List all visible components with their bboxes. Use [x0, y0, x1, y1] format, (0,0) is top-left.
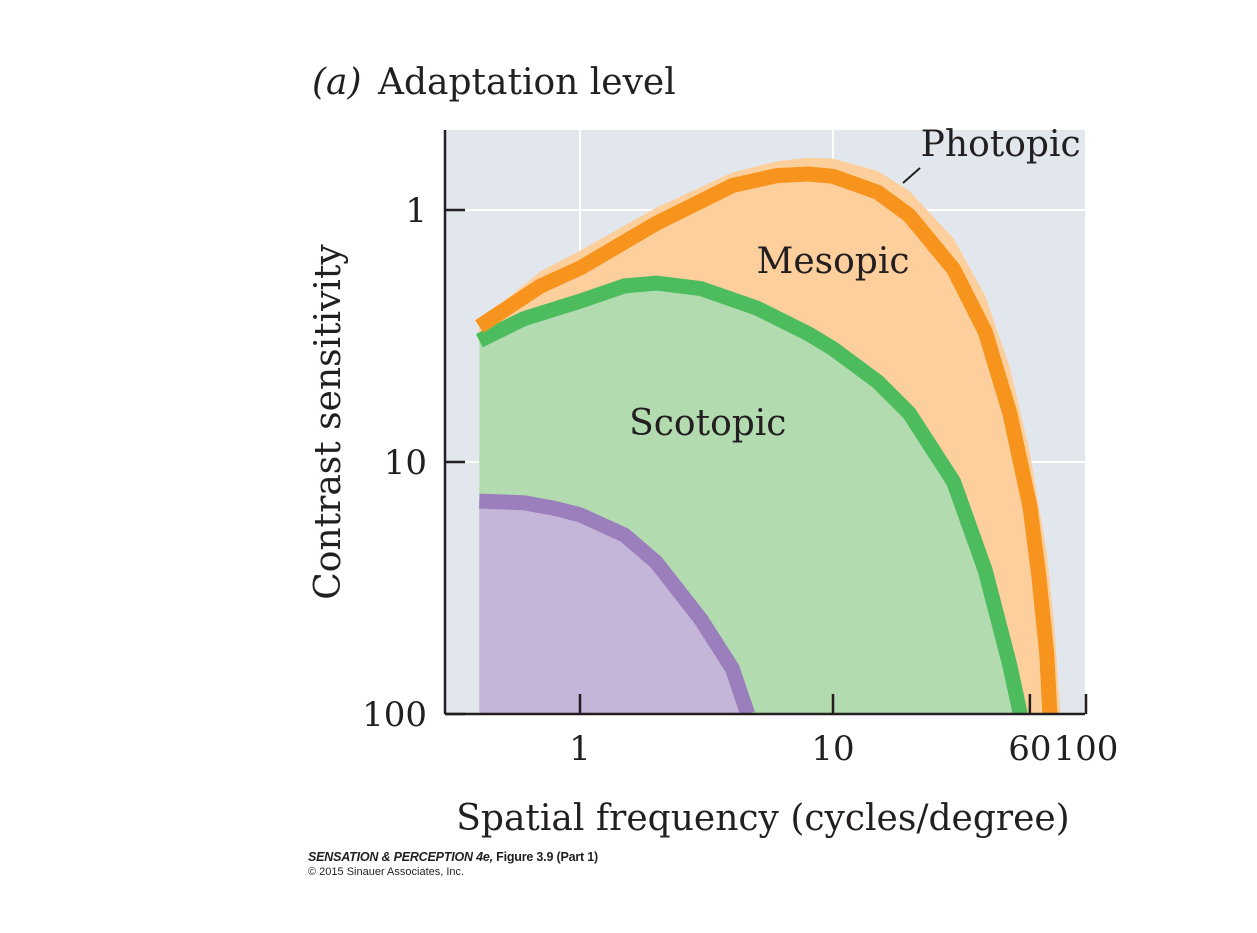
scotopic-curve	[479, 493, 755, 714]
y-tick-label: 1	[405, 191, 427, 231]
panel-label: (a)	[312, 62, 362, 103]
photopic-region	[479, 174, 1050, 714]
caption-copyright: © 2015 Sinauer Associates, Inc.	[308, 866, 465, 878]
y-tick-label: 100	[362, 695, 427, 735]
x-tick-label: 1	[569, 729, 591, 769]
scotopic-region	[479, 501, 748, 714]
y-tick-label: 10	[384, 443, 427, 483]
mesopic-label: Mesopic	[756, 241, 909, 282]
photopic-curve	[475, 166, 1058, 714]
x-tick-label: 10	[811, 729, 854, 769]
scotopic-label: Scotopic	[629, 403, 786, 444]
mesopic-curve	[475, 275, 1028, 714]
x-tick-label: 100	[1054, 729, 1119, 769]
x-tick-label: 60	[1008, 729, 1051, 769]
figure-caption: SENSATION & PERCEPTION 4e, Figure 3.9 (P…	[308, 850, 598, 878]
chart-title: Adaptation level	[377, 62, 676, 103]
caption-book-title: SENSATION & PERCEPTION 4e,	[308, 850, 493, 864]
photopic-leader-line	[902, 167, 921, 184]
caption-figure-number: Figure 3.9 (Part 1)	[492, 850, 598, 864]
photopic-label: Photopic	[921, 124, 1081, 165]
y-axis-label: Contrast sensitivity	[308, 244, 349, 600]
x-axis-label: Spatial frequency (cycles/degree)	[456, 798, 1069, 839]
caption-title: SENSATION & PERCEPTION 4e, Figure 3.9 (P…	[308, 850, 598, 864]
